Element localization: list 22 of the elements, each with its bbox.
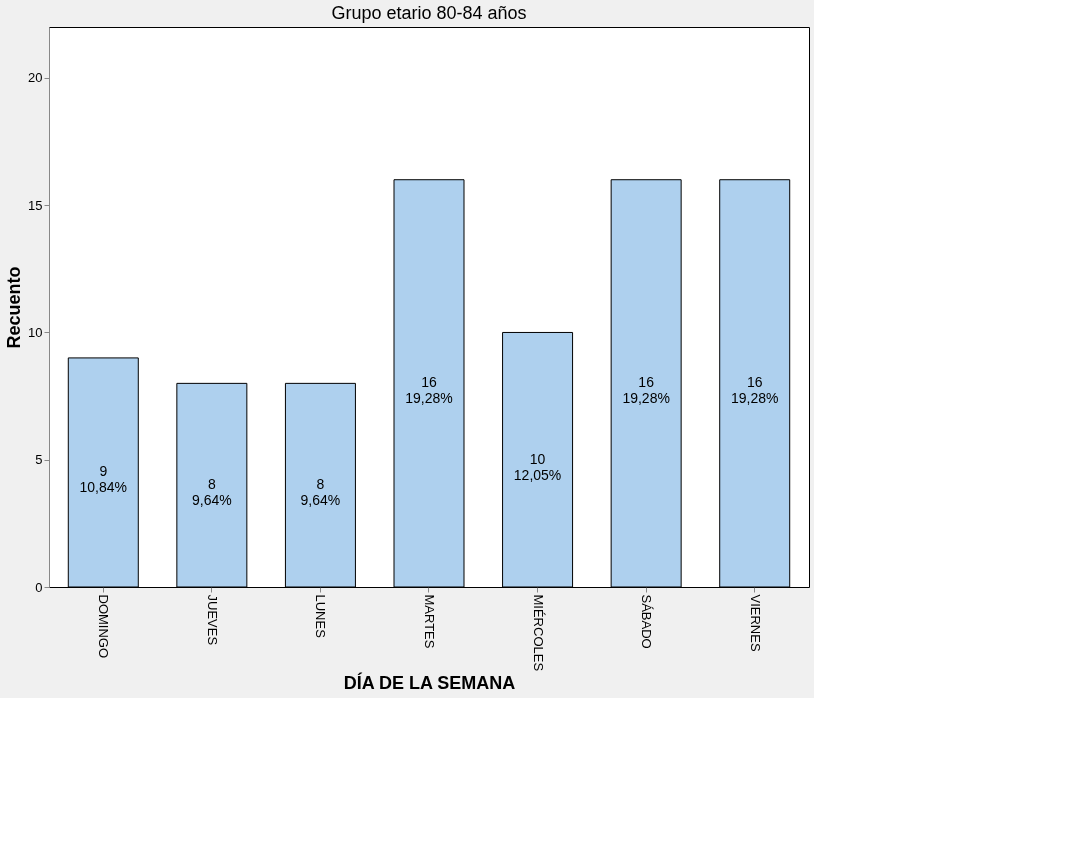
x-axis-title: DÍA DE LA SEMANA bbox=[343, 672, 516, 694]
x-tick-label: VIERNES bbox=[747, 594, 763, 652]
data-label: 16 19,28% bbox=[622, 374, 670, 407]
x-tick-label: LUNES bbox=[313, 594, 329, 639]
y-tick-label: 20 bbox=[28, 70, 43, 86]
data-label: 10 12,05% bbox=[513, 450, 562, 483]
x-tick-label: MIÉRCOLES bbox=[530, 594, 546, 672]
x-tick-label: DOMINGO bbox=[96, 594, 112, 659]
data-label: 9 10,84% bbox=[79, 463, 128, 496]
y-axis-title: Recuento bbox=[4, 266, 25, 349]
y-tick-label: 5 bbox=[35, 452, 43, 468]
data-label: 16 19,28% bbox=[405, 374, 453, 407]
x-tick-label: MARTES bbox=[422, 594, 437, 649]
x-tick-label: SÁBADO bbox=[639, 594, 655, 649]
x-tick-label: JUEVES bbox=[204, 594, 220, 646]
y-tick-label: 15 bbox=[28, 197, 43, 213]
data-label: 16 19,28% bbox=[730, 374, 779, 407]
data-label: 8 9,64% bbox=[192, 476, 232, 509]
y-tick-label: 10 bbox=[28, 324, 43, 340]
data-label: 8 9,64% bbox=[300, 476, 341, 509]
y-tick-label: 0 bbox=[35, 579, 43, 595]
chart-title: Grupo etario 80-84 años bbox=[331, 3, 527, 23]
